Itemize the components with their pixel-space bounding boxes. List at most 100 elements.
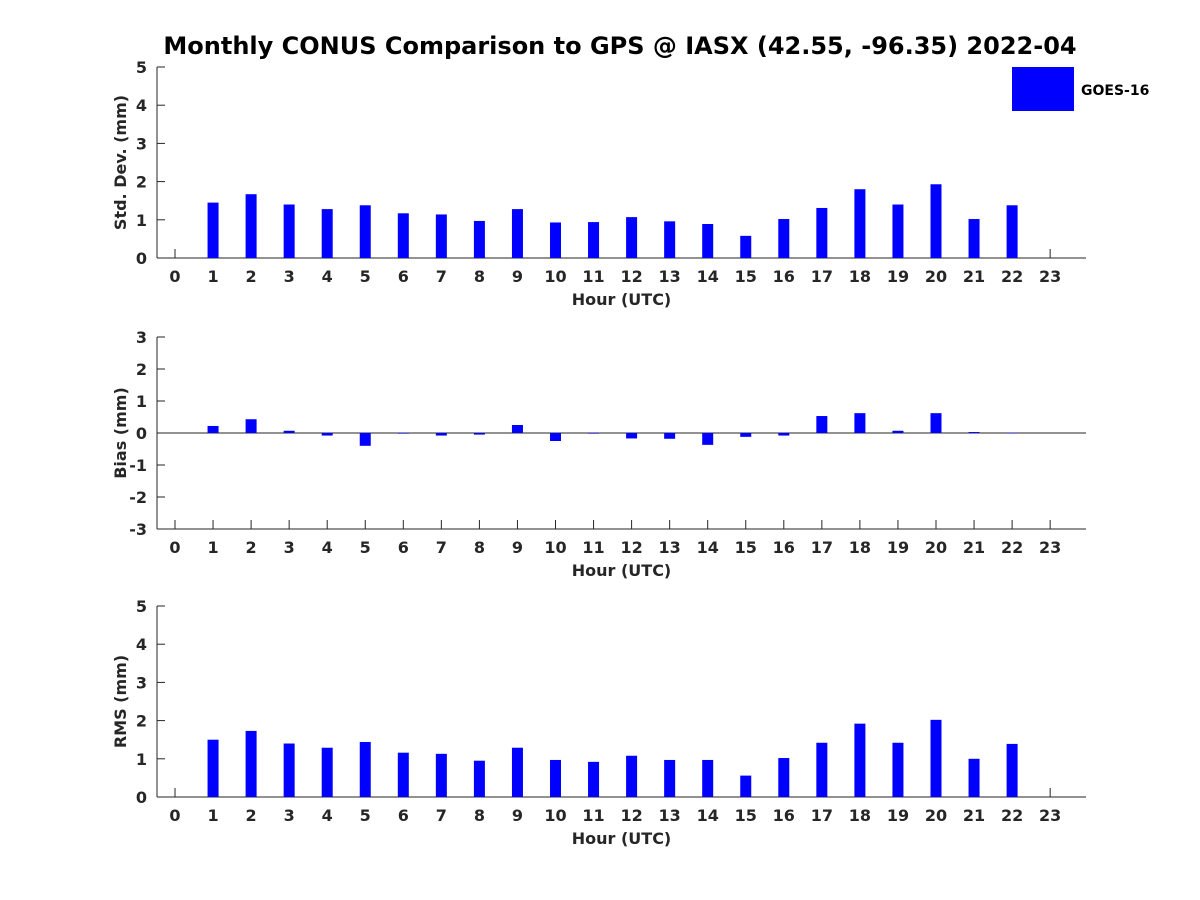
bias-x-tick-label: 4 (322, 538, 333, 557)
bias-x-tick-label: 12 (620, 538, 642, 557)
bias-bar (740, 433, 752, 437)
rms-bar (511, 747, 523, 797)
rms-x-tick-label: 19 (887, 806, 909, 825)
std-dev-bar (1006, 205, 1018, 258)
std-dev-bar (359, 205, 371, 258)
std-dev-x-tick-label: 0 (169, 267, 180, 286)
std-dev-bar (473, 220, 485, 258)
rms-x-tick-label: 22 (1001, 806, 1023, 825)
std-dev-bar (664, 221, 676, 258)
std-dev-x-tick-label: 2 (246, 267, 257, 286)
rms-x-tick-label: 14 (697, 806, 719, 825)
rms-x-tick-label: 15 (735, 806, 757, 825)
std-dev-x-tick-label: 20 (925, 267, 947, 286)
rms-x-tick-label: 8 (474, 806, 485, 825)
std-dev-x-tick-label: 23 (1039, 267, 1061, 286)
rms-bar (283, 743, 295, 797)
std-dev-y-tick-label: 2 (136, 173, 147, 192)
chart-title: Monthly CONUS Comparison to GPS @ IASX (… (163, 32, 1076, 60)
rms-bar (930, 719, 942, 797)
std-dev-x-tick-label: 5 (360, 267, 371, 286)
bias-x-tick-label: 0 (169, 538, 180, 557)
bias-x-tick-label: 14 (697, 538, 719, 557)
std-dev-bar (207, 202, 219, 258)
rms-y-tick-label: 3 (136, 673, 147, 692)
bias-bar (930, 413, 942, 433)
rms-y-tick-label: 5 (136, 597, 147, 616)
rms-bar (321, 747, 333, 797)
bias-x-tick-label: 13 (659, 538, 681, 557)
std-dev-x-tick-label: 17 (811, 267, 833, 286)
rms-bar (359, 741, 371, 797)
std-dev-x-tick-label: 9 (512, 267, 523, 286)
rms-x-tick-label: 21 (963, 806, 985, 825)
bias-bar (550, 433, 561, 441)
std-dev-bar (892, 204, 904, 258)
rms-y-axis-label: RMS (mm) (111, 655, 130, 748)
std-dev-x-tick-label: 16 (773, 267, 795, 286)
rms-x-axis-label: Hour (UTC) (572, 829, 672, 848)
std-dev-bar (778, 219, 790, 258)
bias-x-tick-label: 10 (544, 538, 566, 557)
std-dev-bar (550, 222, 561, 258)
std-dev-bar (968, 219, 980, 258)
bias-bar (702, 433, 714, 445)
rms-bar (702, 759, 714, 797)
std-dev-bar (854, 189, 866, 258)
rms-bar (1006, 743, 1018, 797)
bias-x-tick-label: 19 (887, 538, 909, 557)
rms-bar (473, 760, 485, 797)
std-dev-x-tick-label: 3 (284, 267, 295, 286)
rms-x-tick-label: 17 (811, 806, 833, 825)
bias-x-tick-label: 8 (474, 538, 485, 557)
std-dev-x-tick-label: 12 (620, 267, 642, 286)
rms-bar (816, 742, 828, 797)
std-dev-bar (816, 207, 828, 258)
bias-x-tick-label: 21 (963, 538, 985, 557)
rms-x-tick-label: 20 (925, 806, 947, 825)
bias-bar (816, 416, 828, 433)
rms-bar (778, 758, 790, 797)
rms-bar (892, 742, 904, 797)
std-dev-bar (588, 222, 600, 258)
std-dev-bar (930, 184, 942, 258)
std-dev-y-tick-label: 5 (136, 58, 147, 77)
rms-bar (550, 759, 561, 797)
bias-y-axis-label: Bias (mm) (111, 387, 130, 479)
std-dev-x-tick-label: 7 (436, 267, 447, 286)
rms-bar (207, 739, 219, 797)
std-dev-x-tick-label: 4 (322, 267, 333, 286)
std-dev-y-tick-label: 1 (136, 211, 147, 230)
bias-y-tick-label: -1 (129, 456, 147, 475)
rms-x-tick-label: 13 (659, 806, 681, 825)
std-dev-bar (702, 224, 714, 258)
std-dev-x-tick-label: 15 (735, 267, 757, 286)
rms-x-tick-label: 18 (849, 806, 871, 825)
bias-x-axis-label: Hour (UTC) (572, 561, 672, 580)
std-dev-x-tick-label: 19 (887, 267, 909, 286)
bias-bar (778, 433, 790, 436)
std-dev-x-tick-label: 11 (582, 267, 604, 286)
std-dev-x-tick-label: 8 (474, 267, 485, 286)
bias-bar (397, 433, 409, 434)
legend-swatch (1012, 67, 1074, 111)
bias-x-tick-label: 1 (207, 538, 218, 557)
rms-bar (435, 753, 447, 797)
bias-bar (626, 433, 638, 439)
std-dev-y-tick-label: 4 (136, 96, 147, 115)
bias-x-tick-label: 9 (512, 538, 523, 557)
std-dev-x-tick-label: 14 (697, 267, 719, 286)
rms-bar (968, 758, 980, 797)
rms-y-tick-label: 2 (136, 712, 147, 731)
rms-bar (740, 775, 752, 797)
bias-bar (588, 433, 600, 434)
std-dev-y-tick-label: 0 (136, 249, 147, 268)
rms-x-tick-label: 7 (436, 806, 447, 825)
rms-bar (626, 755, 638, 797)
rms-x-tick-label: 2 (246, 806, 257, 825)
std-dev-bar (511, 209, 523, 258)
std-dev-bar (321, 209, 333, 258)
rms-bar (397, 752, 409, 797)
